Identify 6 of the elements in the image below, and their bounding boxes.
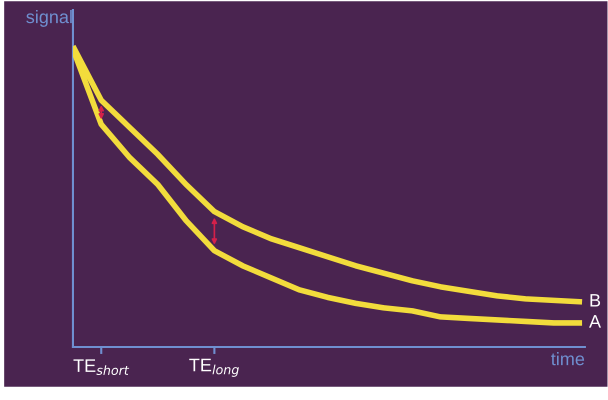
x-axis-title: time [551, 352, 584, 366]
x-tick-label: TE$_{long}$ [189, 358, 239, 377]
series-label: A [589, 315, 602, 328]
x-tick-label: TE$_{short}$ [73, 359, 130, 375]
series-label: B [590, 294, 600, 307]
y-axis-title: signal [26, 10, 72, 27]
